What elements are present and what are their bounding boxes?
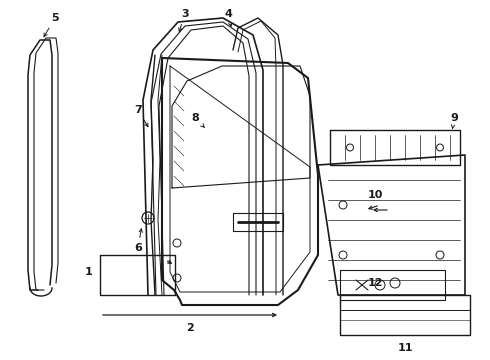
Text: 12: 12 <box>367 278 383 288</box>
Text: 9: 9 <box>450 113 458 129</box>
Text: 6: 6 <box>134 229 143 253</box>
Text: 2: 2 <box>186 323 194 333</box>
Text: 7: 7 <box>134 105 148 127</box>
Text: 3: 3 <box>179 9 189 31</box>
Text: 8: 8 <box>191 113 204 127</box>
Text: 10: 10 <box>368 190 383 200</box>
Text: 11: 11 <box>397 343 413 353</box>
Text: 1: 1 <box>84 267 92 277</box>
Text: 4: 4 <box>224 9 232 26</box>
Text: 5: 5 <box>44 13 59 37</box>
